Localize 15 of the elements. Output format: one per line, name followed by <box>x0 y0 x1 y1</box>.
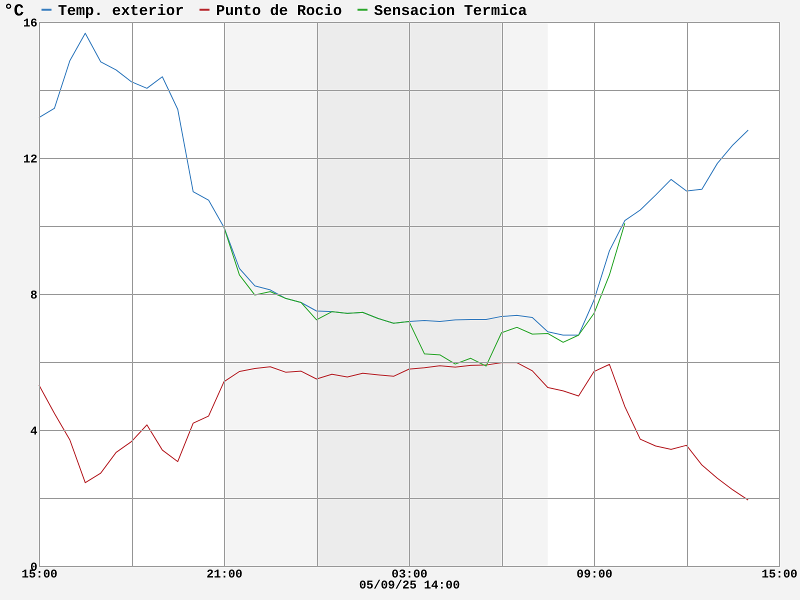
line-series <box>38 362 749 501</box>
y-tick-label: 8 <box>30 288 38 302</box>
line-series <box>38 32 749 336</box>
y-tick-label: 16 <box>23 16 38 30</box>
legend-label: Temp. exterior <box>58 2 184 20</box>
line-series <box>224 222 626 367</box>
x-tick-label: 15:00 <box>761 568 798 582</box>
y-axis-title: °C <box>4 2 24 22</box>
y-tick-label: 4 <box>30 424 38 438</box>
legend-label: Sensacion Termica <box>374 2 528 20</box>
legend-label: Punto de Rocio <box>216 2 342 20</box>
x-axis-title: 05/09/25 14:00 <box>359 578 460 592</box>
x-tick-label: 21:00 <box>206 568 243 582</box>
y-tick-label: 12 <box>23 152 38 166</box>
x-tick-label: 09:00 <box>576 568 613 582</box>
